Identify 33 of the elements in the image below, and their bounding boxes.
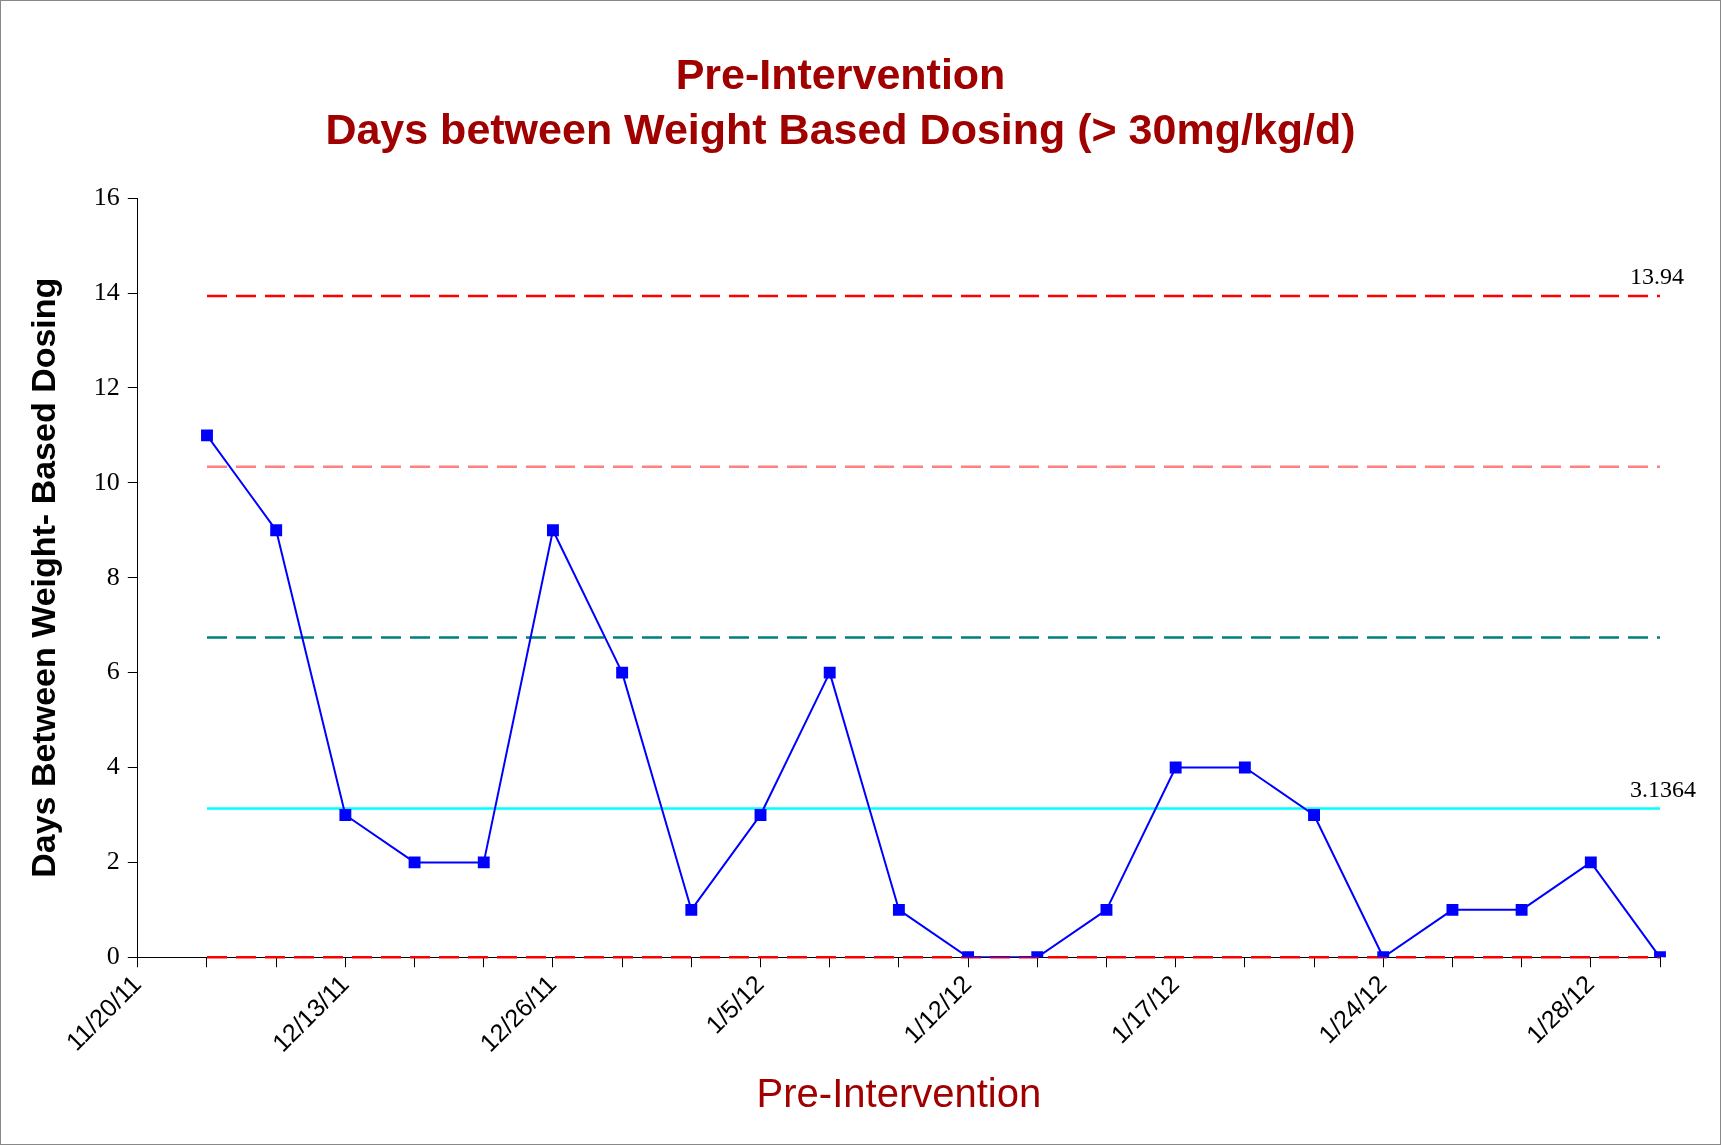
y-tick-label: 6: [106, 656, 120, 686]
y-tick-label: 8: [106, 561, 120, 591]
point: [270, 524, 283, 537]
y-tick-label: 10: [93, 466, 120, 496]
point: [1169, 761, 1182, 774]
point: [892, 903, 905, 916]
x-axis-title: Pre-Intervention: [756, 1071, 1042, 1116]
point: [547, 524, 559, 537]
y-tick-label: 0: [106, 941, 120, 971]
y-tick-label: 4: [106, 751, 120, 781]
y-tick-label: 16: [93, 182, 120, 212]
point: [823, 666, 836, 679]
point: [339, 809, 352, 821]
point: [1238, 761, 1251, 774]
point: [1446, 903, 1459, 916]
y-axis-title: Days Between Weight- Based Dosing: [23, 277, 62, 878]
y-tick-label: 2: [106, 846, 120, 876]
point: [1100, 903, 1113, 916]
chart-title: Pre-Intervention: [675, 49, 1006, 98]
ref-line-label: 3.1364: [1630, 775, 1696, 802]
point: [1584, 856, 1597, 869]
y-tick-label: 14: [93, 276, 120, 306]
point: [1515, 903, 1528, 916]
point: [1308, 809, 1320, 821]
point: [616, 666, 629, 679]
point: [685, 903, 698, 916]
point: [201, 429, 213, 442]
y-tick-label: 12: [93, 371, 120, 401]
chart-subtitle: Days between Weight Based Dosing (> 30mg/kg/d): [325, 105, 1356, 154]
point: [477, 856, 490, 869]
point: [754, 809, 767, 821]
ref-line-label: 13.94: [1630, 263, 1684, 290]
point: [408, 856, 421, 869]
